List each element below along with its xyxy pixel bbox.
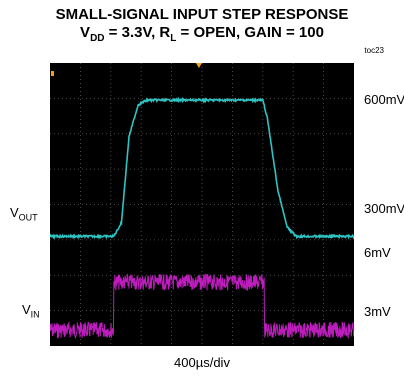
figure-id: toc23 [364,46,384,55]
vin-trace [50,273,354,340]
oscilloscope-screen [50,63,354,346]
vout-main: V [10,205,19,220]
vin-sub: IN [30,309,40,320]
x-scale-label: 400µs/div [174,355,230,370]
vin-high-level-label: 6mV [364,245,391,260]
vin-label: VIN [22,302,40,320]
rl-sub: L [170,33,177,44]
vout-high-level-label: 600mV [364,92,404,107]
trigger-marker [195,63,202,68]
vin-main: V [22,302,31,317]
vdd-sub: DD [90,33,105,44]
vdd-value: = 3.3V, R [104,24,171,41]
chart-subtitle: VDD = 3.3V, RL = OPEN, GAIN = 100 [0,24,404,44]
vout-sub: OUT [18,212,38,223]
vout-low-level-label: 300mV [364,201,404,216]
title-rest: = OPEN, GAIN = 100 [176,24,324,41]
vdd-label: V [80,24,91,41]
vout-label: VOUT [10,205,38,223]
vin-low-level-label: 3mV [364,304,391,319]
vout-trace [50,96,354,240]
ground-marker [51,71,54,76]
chart-title: SMALL-SIGNAL INPUT STEP RESPONSE [55,6,349,23]
